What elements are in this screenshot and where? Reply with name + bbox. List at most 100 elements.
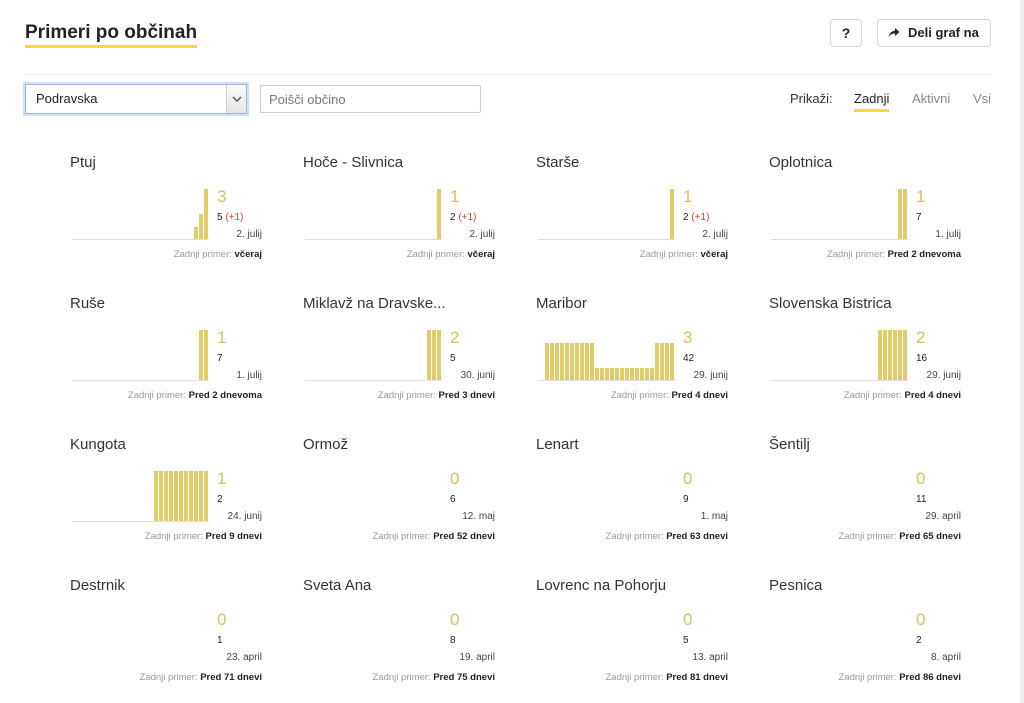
- region-select[interactable]: Podravska: [25, 84, 247, 114]
- municipality-card[interactable]: Oplotnica 1 7 1. julij Zadnji primer: Pred 2…: [761, 154, 961, 284]
- total-cases-value: 7: [916, 212, 922, 223]
- last-case-line: Zadnji primer: Pred 65 dnevi: [741, 531, 962, 542]
- sparkline-bar: [883, 330, 887, 380]
- last-case-ago: Pred 71 dnevi: [200, 672, 262, 683]
- active-cases: 2: [450, 328, 460, 347]
- last-case-ago: Pred 52 dnevi: [433, 531, 495, 542]
- sparkline-bar: [620, 367, 624, 380]
- last-case-date: 29. junij: [693, 370, 728, 381]
- municipality-card[interactable]: Starše 1 2 (+1) 2. julij Zadnji primer: včer…: [528, 154, 728, 284]
- municipality-card[interactable]: Pesnica 0 2 8. april Zadnji primer: Pred 86 …: [761, 577, 961, 703]
- active-cases: 0: [916, 610, 926, 629]
- filter-vsi[interactable]: Vsi: [973, 91, 992, 106]
- filter-zadnji[interactable]: Zadnji: [854, 91, 890, 112]
- municipality-card[interactable]: Maribor 3 42 29. junij Zadnji primer: Pred 4…: [528, 295, 728, 425]
- question-icon: ?: [841, 25, 851, 41]
- sparkline-bar: [625, 367, 629, 380]
- last-case-date: 12. maj: [462, 511, 495, 522]
- active-cases: 1: [217, 469, 227, 488]
- total-cases: 2 (+1): [683, 212, 709, 223]
- last-case-date: 1. julij: [935, 229, 961, 240]
- total-cases: 5: [683, 635, 689, 646]
- municipality-card[interactable]: Šentilj 0 11 29. april Zadnji primer: Pred 6…: [761, 436, 961, 566]
- total-cases-value: 1: [217, 635, 223, 646]
- share-button-label: Deli graf na: [908, 25, 979, 40]
- last-case-line: Zadnji primer: Pred 52 dnevi: [275, 531, 496, 542]
- sparkline-bar: [655, 342, 659, 380]
- total-cases-value: 2: [217, 494, 223, 505]
- municipality-name: Šentilj: [769, 436, 810, 453]
- last-case-line: Zadnji primer: Pred 4 dnevi: [508, 390, 728, 401]
- sparkline-bar: [570, 342, 574, 380]
- municipality-card[interactable]: Ruše 1 7 1. julij Zadnji primer: Pred 2 dnev…: [62, 295, 262, 425]
- sparkline-bar: [204, 189, 208, 239]
- last-case-date: 8. april: [930, 652, 961, 663]
- last-case-label: Zadnji primer:: [372, 531, 431, 542]
- municipality-card[interactable]: Miklavž na Dravske... 2 5 30. junij Zadnji p…: [295, 295, 495, 425]
- total-cases: 7: [916, 212, 922, 223]
- municipality-card[interactable]: Destrnik 0 1 23. april Zadnji primer: Pred 7…: [62, 577, 262, 703]
- last-case-line: Zadnji primer: Pred 2 dnevoma: [741, 249, 961, 260]
- chevron-down-icon[interactable]: [226, 85, 246, 113]
- sparkline-bar: [555, 342, 559, 380]
- total-cases: 1: [217, 635, 223, 646]
- municipality-card[interactable]: Kungota 1 2 24. junij Zadnji primer: Pred 9 …: [62, 436, 262, 566]
- share-button[interactable]: Deli graf na: [877, 19, 991, 47]
- municipality-card[interactable]: Ptuj 3 5 (+1) 2. julij Zadnji primer: včeraj: [62, 154, 262, 284]
- last-case-ago: Pred 2 dnevoma: [188, 390, 262, 401]
- sparkline-baseline: [538, 239, 675, 240]
- total-cases-value: 8: [450, 635, 456, 646]
- last-case-label: Zadnji primer:: [406, 249, 465, 260]
- sparkline-bar: [893, 330, 897, 380]
- municipality-name: Lovrenc na Pohorju: [536, 577, 667, 594]
- last-case-date: 29. april: [925, 511, 961, 522]
- sparkline-bar: [199, 214, 203, 239]
- sparkline-bar: [437, 189, 441, 239]
- total-cases: 6: [450, 494, 456, 505]
- sparkline-baseline: [538, 380, 675, 381]
- sparkline-baseline: [72, 239, 209, 240]
- last-case-label: Zadnji primer:: [639, 249, 698, 260]
- share-arrow-icon: [888, 28, 900, 38]
- municipality-card[interactable]: Lenart 0 9 1. maj Zadnji primer: Pred 63 dne…: [528, 436, 728, 566]
- help-button[interactable]: ?: [830, 19, 862, 47]
- municipality-card[interactable]: Lovrenc na Pohorju 0 5 13. april Zadnji prim…: [528, 577, 728, 703]
- last-case-line: Zadnji primer: Pred 71 dnevi: [42, 672, 263, 683]
- municipality-name: Ruše: [70, 295, 106, 312]
- last-case-line: Zadnji primer: Pred 3 dnevi: [275, 390, 495, 401]
- last-case-line: Zadnji primer: Pred 75 dnevi: [275, 672, 496, 683]
- sparkline-bar: [635, 367, 639, 380]
- sparkline-bar: [174, 471, 178, 521]
- total-cases-value: 11: [916, 494, 927, 505]
- total-cases-value: 9: [683, 494, 689, 505]
- total-cases-value: 7: [217, 353, 223, 364]
- sparkline-bar: [427, 330, 431, 380]
- sparkline-baseline: [72, 521, 209, 522]
- municipality-card[interactable]: Ormož 0 6 12. maj Zadnji primer: Pred 52 dne…: [295, 436, 495, 566]
- active-cases: 2: [916, 328, 926, 347]
- last-case-ago: včeraj: [700, 249, 728, 260]
- municipality-name: Kungota: [70, 436, 126, 453]
- active-cases: 3: [683, 328, 693, 347]
- filter-aktivni[interactable]: Aktivni: [912, 91, 951, 106]
- last-case-label: Zadnji primer:: [826, 249, 885, 260]
- active-cases: 0: [683, 469, 693, 488]
- municipality-card[interactable]: Sveta Ana 0 8 19. april Zadnji primer: Pred …: [295, 577, 495, 703]
- last-case-line: Zadnji primer: Pred 4 dnevi: [741, 390, 961, 401]
- sparkline-baseline: [771, 239, 908, 240]
- sparkline-bar: [903, 330, 907, 380]
- municipality-name: Ptuj: [70, 154, 96, 171]
- total-cases-value: 5: [217, 212, 223, 223]
- municipality-card[interactable]: Hoče - Slivnica 1 2 (+1) 2. julij Zadnji pri…: [295, 154, 495, 284]
- sparkline-bar: [169, 471, 173, 521]
- total-cases: 16: [916, 353, 927, 364]
- sparkline-bar: [630, 367, 634, 380]
- municipality-name: Ormož: [303, 436, 348, 453]
- last-case-ago: včeraj: [467, 249, 495, 260]
- municipality-card[interactable]: Slovenska Bistrica 2 16 29. junij Zadnji pri…: [761, 295, 961, 425]
- total-cases-value: 42: [683, 353, 695, 364]
- municipality-search-input[interactable]: [260, 85, 481, 113]
- sparkline-baseline: [72, 380, 209, 381]
- active-cases: 1: [450, 187, 460, 206]
- new-cases-delta: (+1): [458, 212, 477, 223]
